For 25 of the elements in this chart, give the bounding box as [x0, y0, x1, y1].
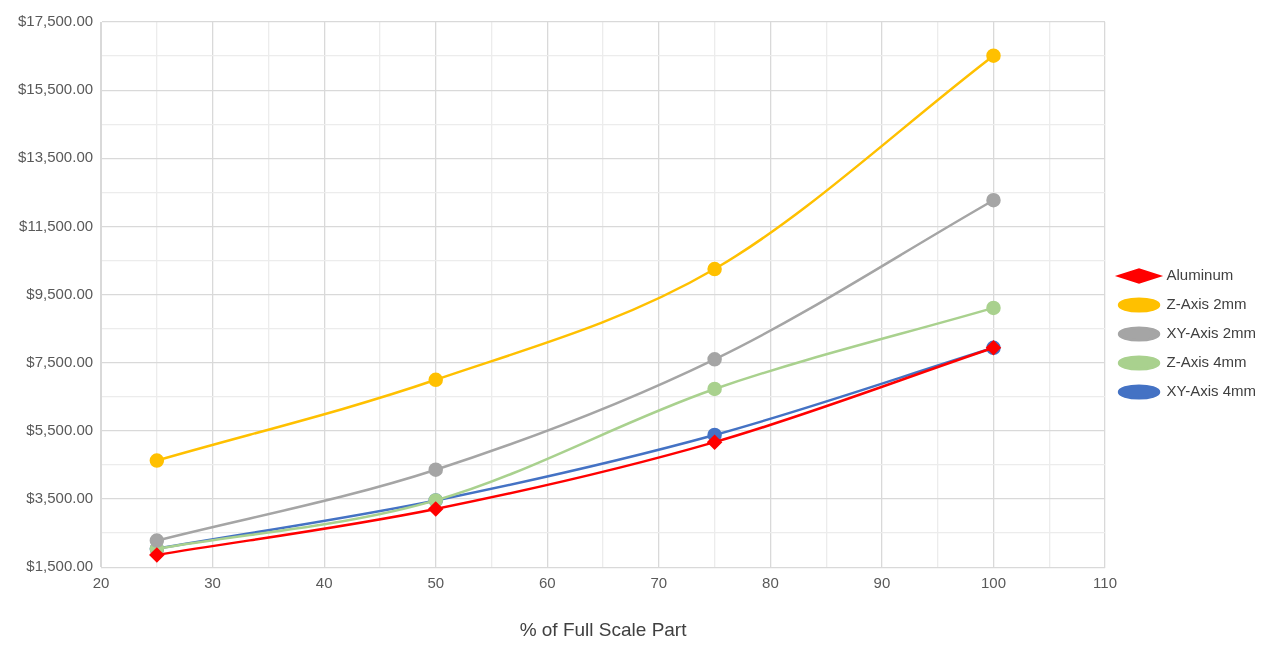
legend-label: Z-Axis 2mm — [1166, 295, 1247, 313]
x-tick-label: 60 — [538, 574, 556, 592]
legend-label: Z-Axis 4mm — [1166, 353, 1247, 371]
y-tick-label: $15,500.00 — [18, 80, 94, 98]
x-tick-label: 100 — [980, 574, 1006, 592]
x-tick-label: 70 — [650, 574, 668, 592]
y-tick-label: $1,500.00 — [26, 557, 94, 575]
y-tick-label: $11,500.00 — [19, 216, 94, 234]
y-tick-label: $5,500.00 — [26, 421, 94, 439]
y-tick-label: $7,500.00 — [26, 352, 94, 370]
legend-label: Aluminum — [1166, 266, 1234, 284]
x-tick-label: 80 — [762, 574, 779, 592]
x-tick-label: 30 — [204, 574, 221, 592]
legend-label: XY-Axis 2mm — [1166, 324, 1256, 342]
x-tick-label: 50 — [427, 574, 445, 592]
x-axis-title: % of Full Scale Part — [519, 618, 688, 640]
x-tick-label: 20 — [92, 574, 110, 592]
y-tick-label: $9,500.00 — [26, 284, 94, 302]
legend-label: XY-Axis 4mm — [1166, 382, 1256, 400]
x-tick-label: 110 — [1093, 574, 1117, 592]
x-tick-label: 90 — [873, 574, 891, 592]
y-tick-label: $3,500.00 — [26, 489, 94, 507]
y-tick-label: $17,500.00 — [18, 12, 94, 30]
x-tick-label: 40 — [315, 574, 333, 592]
y-tick-label: $13,500.00 — [18, 148, 94, 166]
